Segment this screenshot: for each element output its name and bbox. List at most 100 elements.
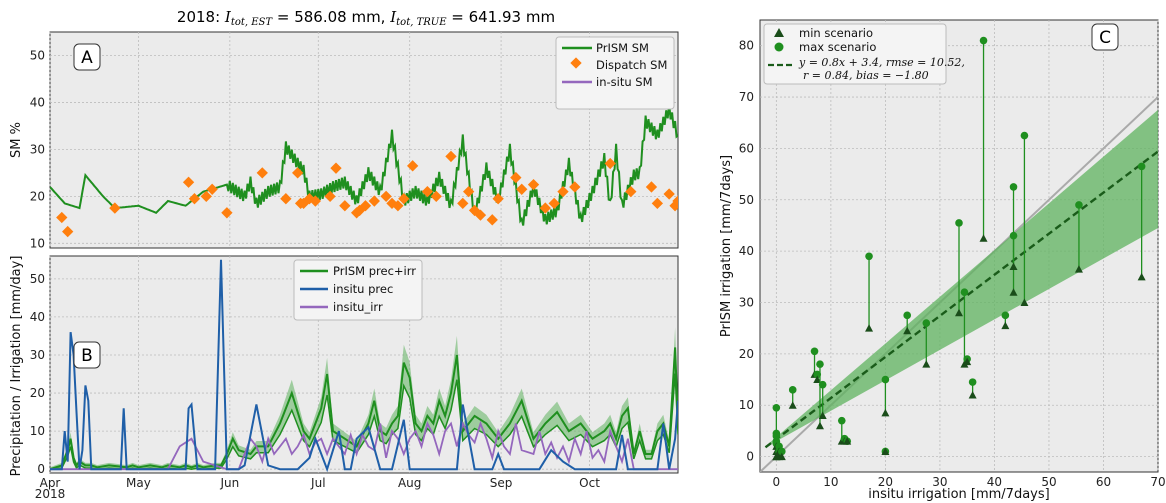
- max-scenario-point: [1020, 131, 1029, 140]
- max-scenario-point: [810, 347, 819, 356]
- panel-c-ytick-label: 40: [739, 244, 754, 258]
- panel-c-xtick-label: 40: [987, 475, 1002, 489]
- legend-insitu-prec: insitu prec: [333, 282, 393, 296]
- legend-prism-prec: PrISM prec+irr: [333, 264, 416, 278]
- dispatch-sm-point: [672, 195, 678, 207]
- dispatch-sm-point: [380, 190, 392, 203]
- min-scenario-point: [955, 308, 963, 317]
- max-scenario-point: [1009, 183, 1018, 191]
- dispatch-sm-point: [309, 195, 322, 207]
- dispatch-sm-point: [651, 197, 664, 210]
- panel-b-ticks: 0 10 20 30 40 50 Apr May Jun Jul Aug Sep Oct: [30, 272, 600, 490]
- dispatch-sm-point: [182, 176, 195, 188]
- min-scenario-point: [813, 375, 822, 384]
- min-scenario-point: [1009, 288, 1018, 296]
- max-scenario-point: [1075, 201, 1083, 209]
- min-scenario-point: [818, 411, 827, 419]
- panel-b-xtick-label: May: [126, 476, 151, 490]
- panel-a-ylabel: SM %: [9, 122, 24, 158]
- dispatch-sm-point: [406, 160, 419, 172]
- panel-c-data: [760, 36, 1158, 472]
- max-scenario-point: [778, 447, 786, 456]
- max-scenario-point: [903, 311, 912, 320]
- dispatch-sm-point: [645, 181, 658, 193]
- legend-max-scenario: max scenario: [799, 40, 876, 54]
- legend-fit-label-1: y = 0.8x + 3.4, rmse = 10.52,: [798, 56, 965, 69]
- min-scenario-point: [903, 326, 912, 335]
- min-scenario-point: [788, 401, 797, 409]
- dispatch-sm-point: [492, 193, 504, 205]
- panel-c-ytick-label: 80: [739, 39, 754, 53]
- panel-b-letter: B: [81, 346, 93, 366]
- prism-prec-line: [50, 347, 678, 471]
- insitu-prec-line: [50, 259, 678, 473]
- panel-c-scatter-chart: 0 10 20 30 40 50 60 70 0 10 20 30 40 50 60 70 80 insitu …: [719, 19, 1166, 502]
- dispatch-sm-point: [324, 190, 336, 203]
- dispatch-sm-point: [359, 200, 372, 212]
- max-scenario-point: [1001, 311, 1010, 320]
- panel-a-ytick-label: 40: [30, 95, 45, 109]
- dispatch-sm-point: [548, 197, 560, 210]
- dispatch-sm-point: [457, 197, 469, 210]
- dispatch-sm-point: [200, 190, 212, 203]
- legend-insitu-sm: in-situ SM: [596, 75, 653, 89]
- panel-c-ytick-label: 30: [739, 296, 754, 310]
- panel-a-letter-box: A: [73, 43, 101, 71]
- legend-fit-label-2: r = 0.84, bias = −1.80: [803, 69, 929, 82]
- dispatch-sm-point: [486, 214, 498, 226]
- min-scenario-point: [881, 447, 890, 455]
- min-scenario-point: [1009, 262, 1018, 271]
- min-scenario-point: [881, 408, 890, 417]
- panel-c-ytick-label: 20: [739, 347, 754, 361]
- max-scenario-point: [955, 219, 963, 227]
- legend-dispatch-sm: Dispatch SM: [596, 58, 667, 72]
- dispatch-sm-point: [398, 193, 410, 205]
- dispatch-sm-point: [445, 150, 457, 163]
- panel-c-ytick-label: 50: [739, 193, 754, 207]
- dispatch-sm-point: [539, 202, 551, 214]
- panel-c-xtick-label: 30: [932, 475, 947, 489]
- legend-insitu-irr: insitu_irr: [333, 300, 383, 314]
- dispatch-sm-point: [463, 185, 475, 198]
- legend-prism-sm: PrISM SM: [596, 41, 649, 55]
- min-scenario-point: [865, 324, 874, 332]
- panel-b-letter-box: B: [73, 341, 101, 369]
- panel-c-ticks: 0 10 20 30 40 50 60 70 0 10 20 30 40 50 60 70 80: [739, 39, 1166, 489]
- panel-b-xtick-label: Aug: [398, 476, 421, 490]
- max-scenario-point: [772, 432, 781, 440]
- legend-min-scenario: min scenario: [799, 26, 873, 40]
- panel-b-precip-chart: 0 10 20 30 40 50 Apr May Jun Jul Aug Sep Oct Precipi…: [9, 255, 679, 501]
- dispatch-sm-point: [368, 195, 380, 207]
- panel-b-ytick-label: 30: [30, 348, 45, 362]
- panel-b-ytick-label: 40: [30, 310, 45, 324]
- figure-title: 2018: Itot, EST = 586.08 mm, Itot, TRUE …: [177, 8, 555, 28]
- panel-a-ticks: 10 20 30 40 50: [30, 48, 45, 250]
- fit-line: [764, 150, 1158, 449]
- min-scenario-point: [963, 357, 972, 366]
- panel-a-ytick-label: 30: [30, 142, 45, 156]
- dispatch-sm-point: [474, 209, 487, 221]
- panel-b-ytick-label: 50: [30, 272, 45, 286]
- dispatch-sm-point: [256, 167, 268, 179]
- max-scenario-point: [818, 380, 827, 389]
- panel-a-sm-chart: 10 20 30 40 50 SM % A PrISM SM Dispatch SM i…: [9, 31, 679, 250]
- dispatch-sm-point: [188, 193, 201, 205]
- min-scenario-point: [1074, 265, 1083, 273]
- dispatch-sm-point: [516, 183, 528, 195]
- dispatch-sm-point: [527, 178, 540, 191]
- max-scenario-point: [881, 375, 890, 384]
- max-scenario-point: [922, 319, 931, 327]
- panel-a-ytick-label: 20: [30, 189, 45, 203]
- dispatch-sm-point: [421, 185, 434, 198]
- panel-c-xlabel: insitu irrigation [mm/7days]: [868, 487, 1049, 502]
- panel-b-data: [50, 259, 678, 473]
- panel-b-xtick-label: Jun: [219, 476, 239, 490]
- panel-a-ytick-label: 50: [30, 48, 45, 62]
- max-scenario-point: [788, 386, 797, 394]
- dispatch-sm-point: [430, 190, 442, 203]
- panel-c-xtick-label: 50: [1041, 475, 1056, 489]
- min-scenario-point: [922, 360, 931, 368]
- panel-b-ytick-label: 0: [37, 462, 45, 476]
- dispatch-sm-point: [663, 188, 675, 200]
